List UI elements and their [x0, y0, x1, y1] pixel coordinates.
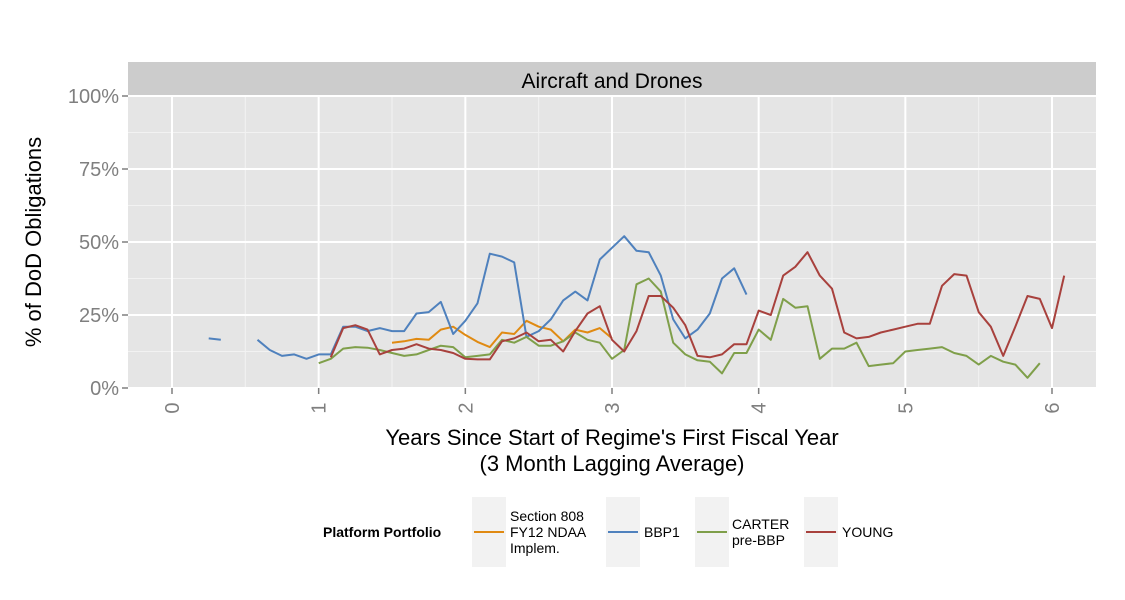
legend-title: Platform Portfolio	[323, 524, 441, 540]
y-tick-label: 0%	[90, 378, 119, 400]
x-axis-title: Years Since Start of Regime's First Fisc…	[385, 425, 838, 450]
legend: Platform Portfolio Section 808 FY12 NDAA I…	[323, 497, 893, 567]
y-tick-label: 25%	[79, 305, 119, 327]
x-tick-label: 5	[895, 402, 917, 413]
y-tick-label: 50%	[79, 232, 119, 254]
facet-title: Aircraft and Drones	[522, 70, 703, 93]
legend-label: Section 808 FY12 NDAA Implem.	[510, 508, 587, 556]
x-tick-label: 1	[309, 402, 331, 413]
series-line-2-segment-0	[318, 277, 1041, 379]
x-tick-label: 0	[162, 402, 184, 413]
x-tick-label: 6	[1042, 402, 1064, 413]
y-tick-label: 100%	[68, 86, 119, 108]
series-lines	[208, 235, 1066, 379]
legend-label: CARTER pre-BBP	[732, 516, 789, 548]
legend-label: BBP1	[644, 524, 680, 540]
series-line-1-segment-0	[208, 337, 221, 341]
facet-strip-background	[128, 62, 1096, 96]
y-axis-title: % of DoD Obligations	[21, 137, 46, 347]
x-axis: 0 1 2 3 4 5 6	[162, 388, 1064, 414]
x-tick-label: 2	[455, 402, 477, 413]
x-tick-label: 3	[602, 402, 624, 413]
x-axis-subtitle: (3 Month Lagging Average)	[480, 451, 745, 476]
facet-strip: Aircraft and Drones	[128, 62, 1096, 96]
legend-label: YOUNG	[842, 524, 893, 540]
legend-items: Section 808 FY12 NDAA Implem. BBP1 CARTER pre…	[472, 497, 893, 567]
y-axis: 0% 25% 50% 75% 100%	[68, 86, 128, 400]
series-line-3-segment-0	[329, 251, 1066, 361]
y-tick-label: 75%	[79, 159, 119, 181]
x-tick-label: 4	[749, 402, 771, 413]
major-gridlines	[128, 95, 1096, 389]
